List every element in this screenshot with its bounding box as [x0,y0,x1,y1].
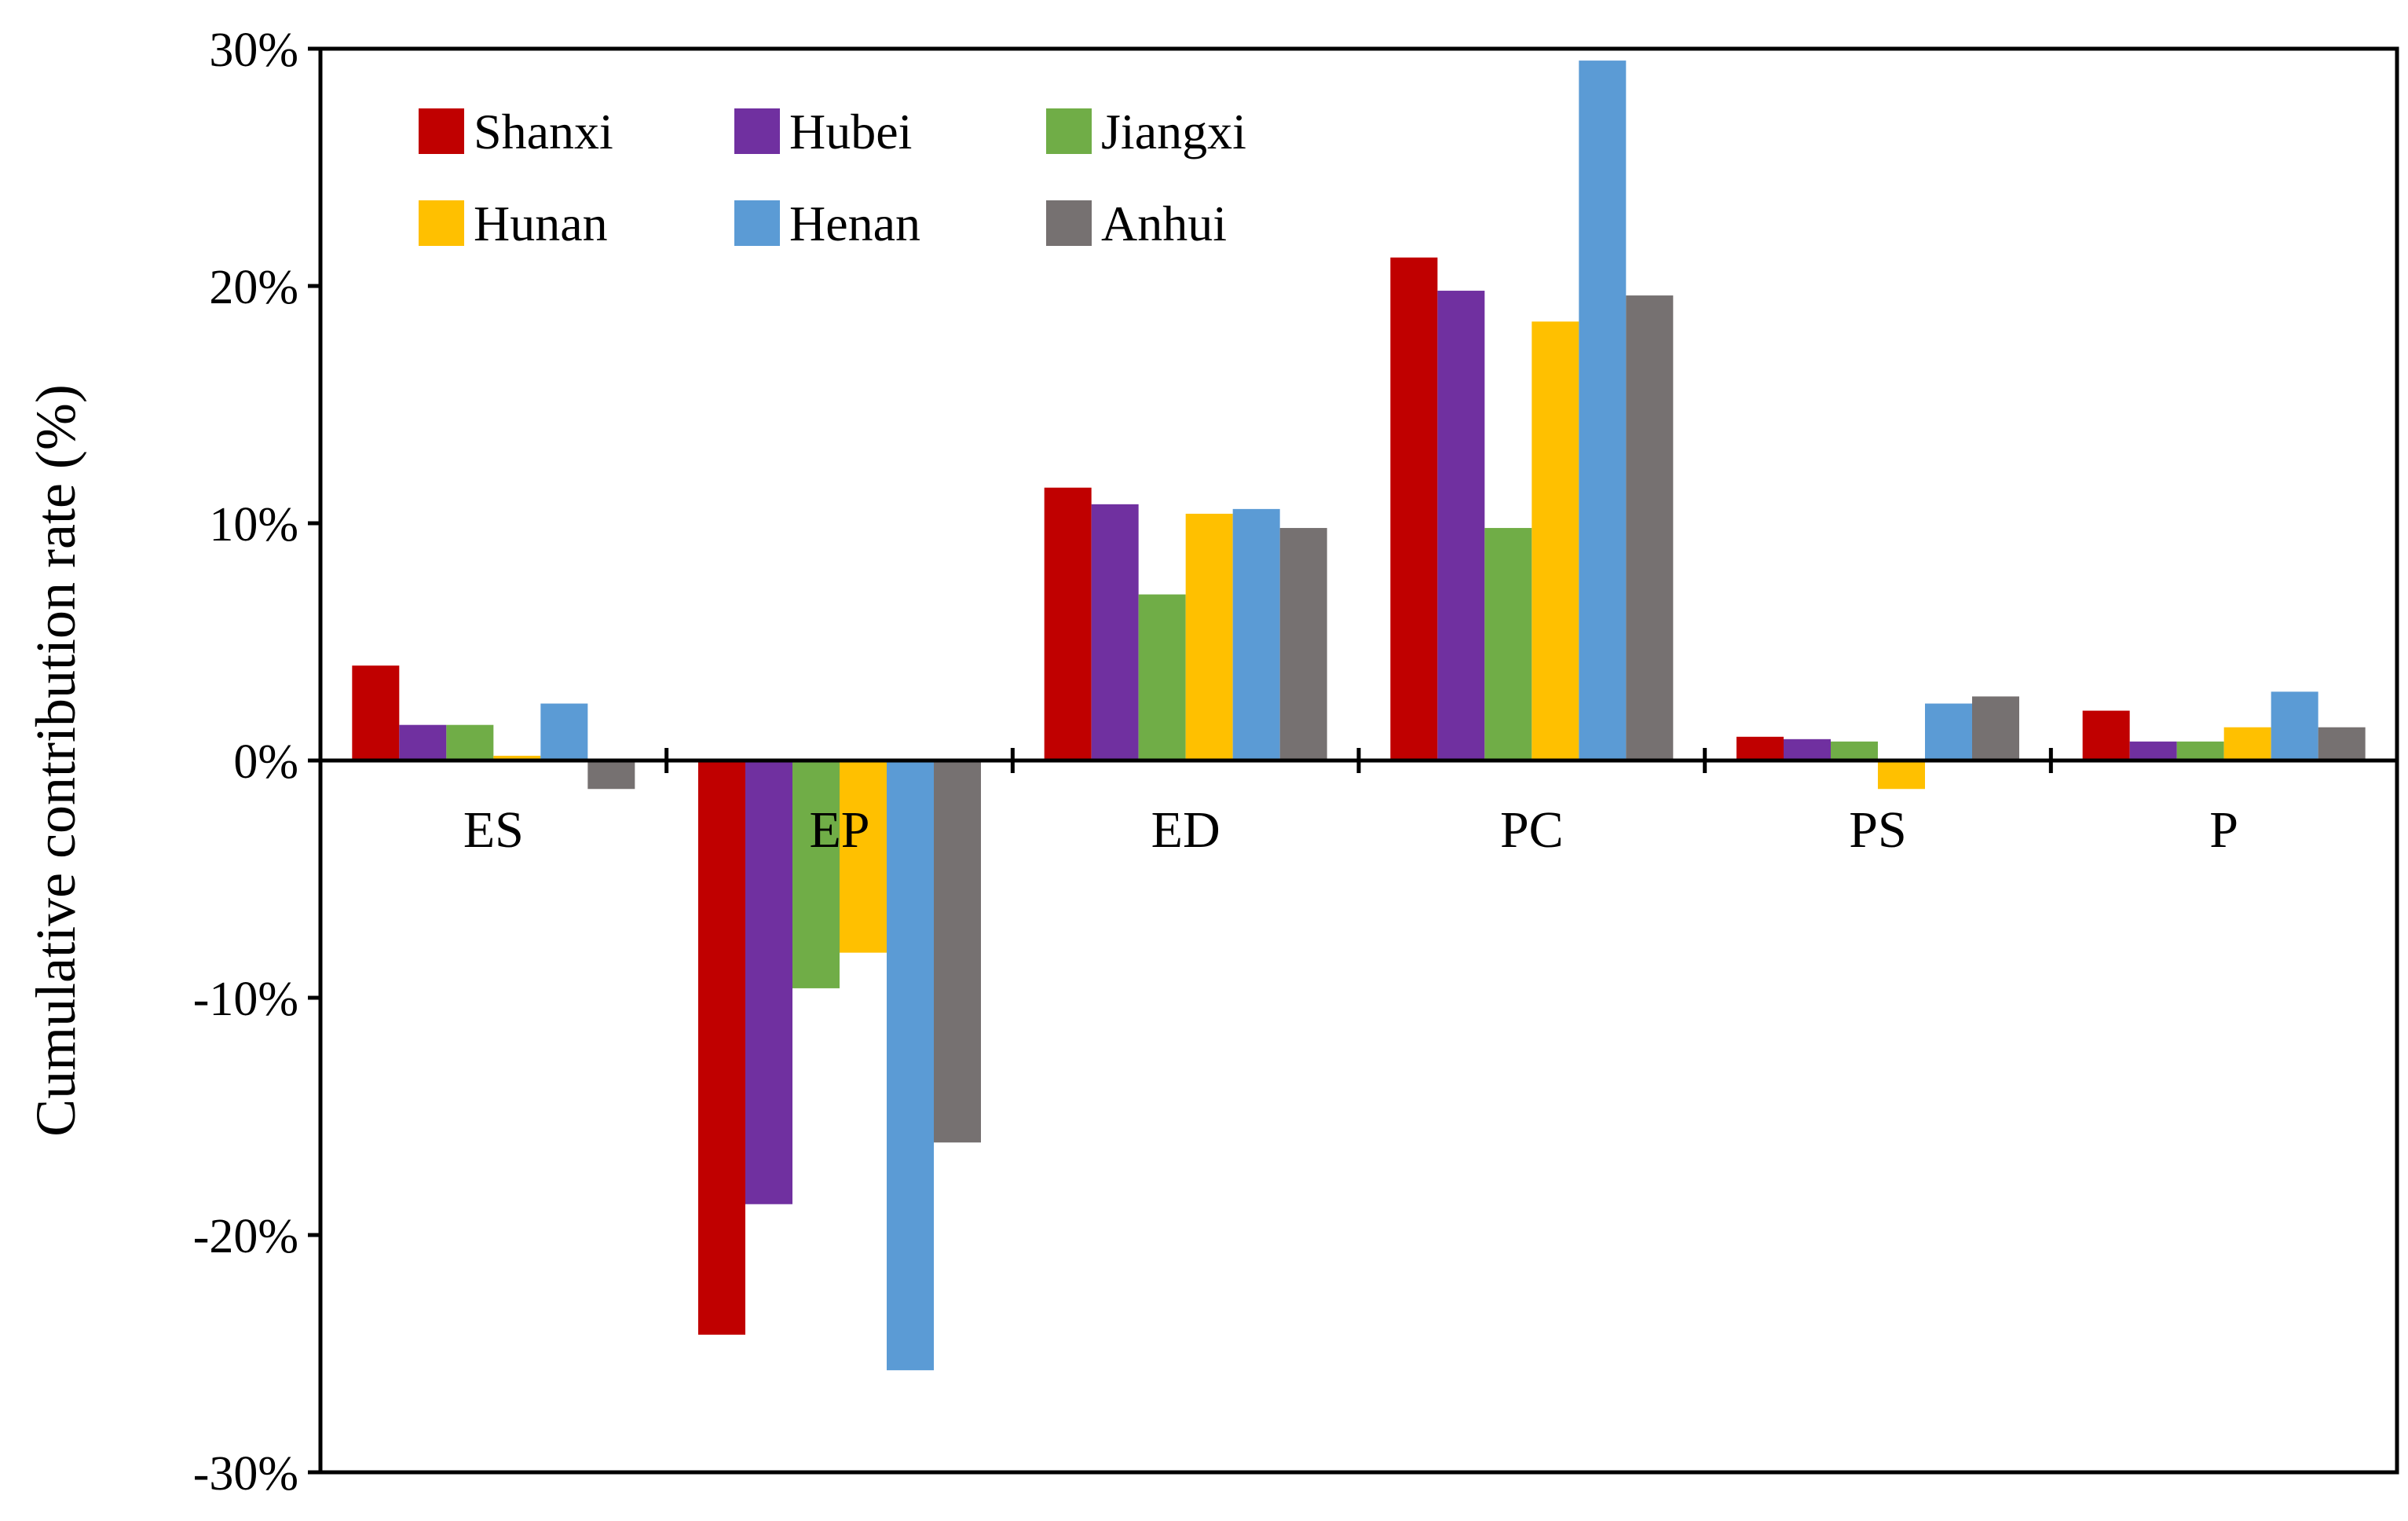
bar-hunan-es [493,755,541,760]
y-axis: -30% -20% -10% 0% 10% 20% 30% [193,24,320,1501]
category-label-ps: PS [1849,801,1906,859]
bar-anhui-p [2318,727,2366,760]
bar-hunan-ep [840,760,887,953]
bar-hubei-ep [745,760,792,1204]
bar-henan-ep [887,760,934,1371]
bar-hubei-ed [1091,504,1139,760]
y-tick-label: -30% [193,1447,298,1501]
category-label-ed: ED [1151,801,1220,859]
bar-hunan-ps [1878,760,1925,790]
legend-swatch [1046,108,1092,154]
bar-hubei-es [399,724,447,760]
bar-anhui-es [587,760,635,790]
bar-henan-pc [1579,60,1627,761]
legend-label: Hunan [474,196,608,251]
bar-anhui-ed [1279,528,1327,760]
bar-hubei-pc [1437,291,1485,760]
bars [352,60,2366,1371]
legend-swatch [419,108,464,154]
legend-swatch [419,200,464,246]
y-axis-title: Cumulative contribution rate (%) [24,384,87,1137]
bar-jiangxi-es [446,724,494,760]
bar-shanxi-ed [1044,487,1092,760]
x-axis-category-labels: ES EP ED PC PS P [463,801,2238,859]
legend-swatch [734,200,780,246]
bar-anhui-ps [1972,696,2019,760]
legend-label: Henan [789,196,920,251]
bar-henan-ed [1232,508,1280,760]
y-tick-label: 30% [209,24,298,77]
bar-hunan-p [2223,727,2271,760]
category-label-es: ES [463,801,524,859]
y-tick-label: -10% [193,973,298,1026]
legend: Shanxi Hubei Jiangxi Hunan Henan Anhui [419,104,1246,251]
bar-shanxi-pc [1390,257,1438,760]
bar-henan-ps [1925,703,1972,760]
category-label-pc: PC [1500,801,1564,859]
legend-swatch [1046,200,1092,246]
bar-anhui-ep [934,760,981,1143]
category-label-ep: EP [809,801,869,859]
legend-item-shanxi: Shanxi [419,104,613,159]
legend-label: Shanxi [474,104,613,159]
bar-shanxi-es [352,665,400,760]
legend-item-jiangxi: Jiangxi [1046,104,1246,159]
bar-shanxi-p [2082,710,2130,760]
bar-hubei-ps [1784,739,1831,760]
legend-item-henan: Henan [734,196,920,251]
legend-swatch [734,108,780,154]
bar-shanxi-ep [698,760,745,1335]
bar-jiangxi-p [2176,741,2224,760]
bar-shanxi-ps [1736,736,1784,760]
legend-label: Anhui [1101,196,1227,251]
bar-hunan-pc [1532,321,1579,760]
legend-item-anhui: Anhui [1046,196,1227,251]
legend-label: Jiangxi [1101,104,1246,159]
bar-anhui-pc [1626,295,1674,761]
bar-henan-p [2271,691,2318,760]
plot-frame [318,46,2399,1475]
legend-item-hunan: Hunan [419,196,608,251]
y-tick-label: 0% [233,735,298,789]
y-tick-label: -20% [193,1210,298,1263]
y-tick-label: 20% [209,261,298,314]
bar-jiangxi-ed [1138,594,1186,760]
bar-henan-es [540,703,588,760]
bar-jiangxi-ep [792,760,840,988]
bar-hunan-ed [1185,513,1233,760]
legend-label: Hubei [789,104,912,159]
bar-jiangxi-pc [1484,528,1532,760]
bar-hubei-p [2129,741,2177,760]
y-tick-label: 10% [209,498,298,552]
legend-item-hubei: Hubei [734,104,912,159]
category-label-p: P [2209,801,2238,859]
bar-jiangxi-ps [1831,741,1878,760]
